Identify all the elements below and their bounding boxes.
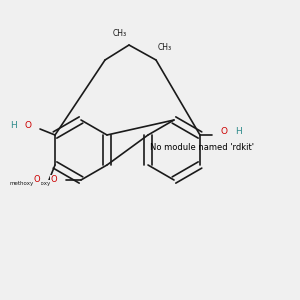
Text: CH₃: CH₃ [113, 28, 127, 38]
Text: CH₃: CH₃ [158, 44, 172, 52]
Text: H: H [236, 128, 242, 136]
Text: methoxy: methoxy [10, 181, 34, 185]
Text: O: O [34, 176, 40, 184]
Text: O: O [51, 176, 57, 184]
Text: No module named 'rdkit': No module named 'rdkit' [150, 143, 254, 152]
Text: O: O [25, 122, 32, 130]
Text: O: O [220, 128, 227, 136]
Text: methoxy: methoxy [27, 181, 51, 185]
Text: H: H [10, 122, 16, 130]
